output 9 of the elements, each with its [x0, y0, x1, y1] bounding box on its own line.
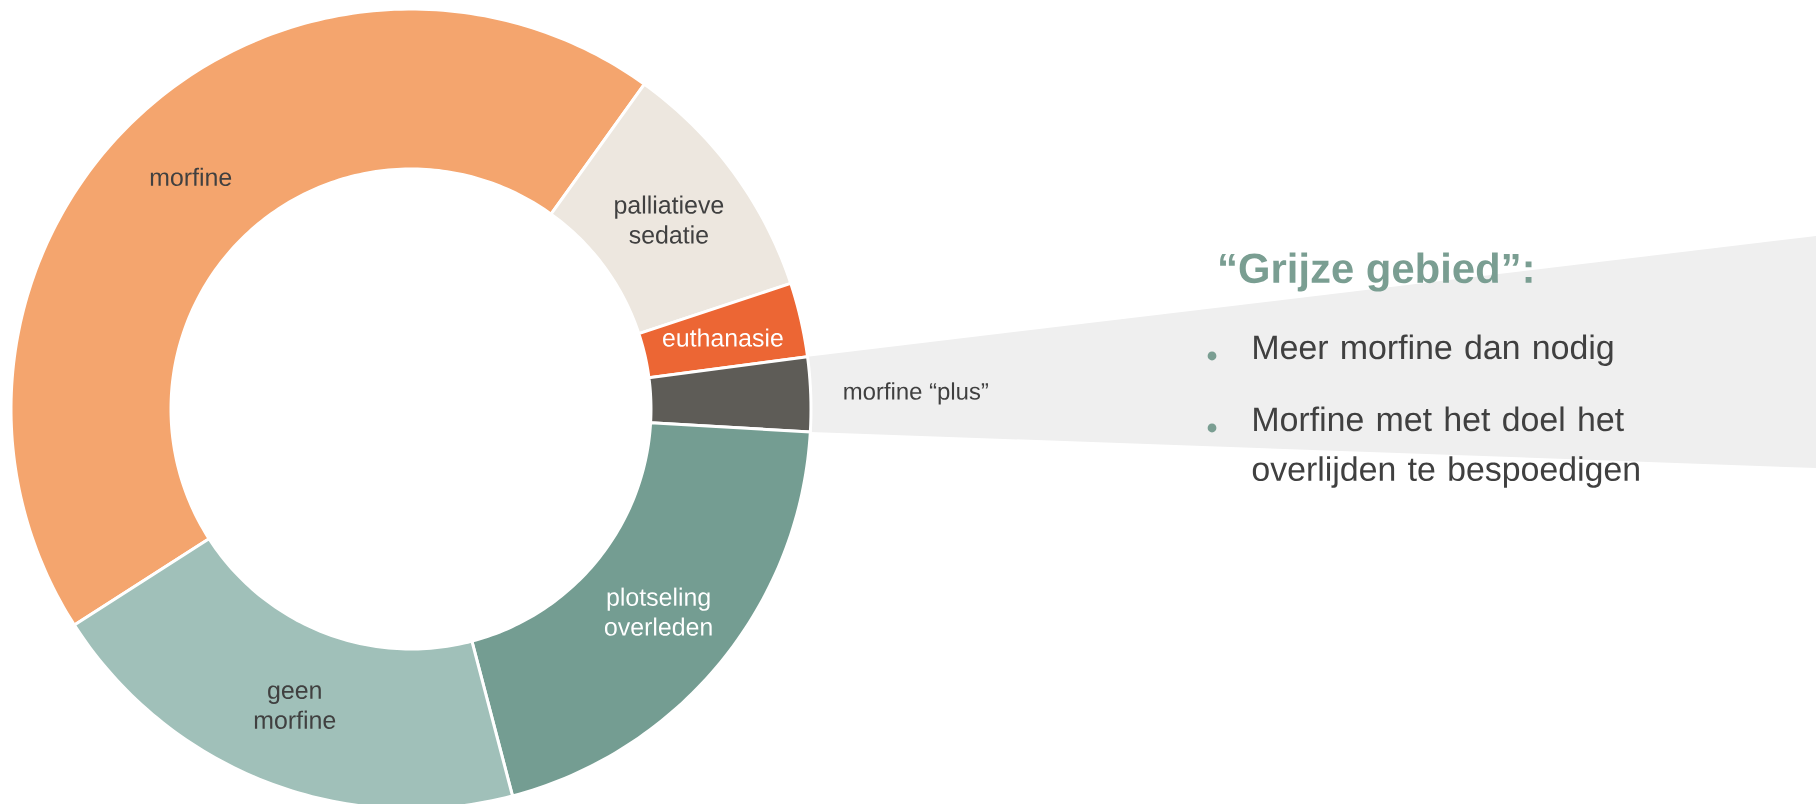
- slice-label: morfine “plus”: [844, 382, 988, 405]
- slice-label: plotseling overleden: [604, 587, 712, 636]
- slice-label: geen morfine: [254, 685, 336, 729]
- text: Meer morfine dan nodig: [1254, 334, 1613, 366]
- slice-label: euthanasie: [663, 328, 783, 347]
- slice-label: palliatieve sedatie: [615, 195, 724, 244]
- text: “Grijze gebied”:: [1220, 252, 1532, 292]
- text: Morfine met het doel het overlijden te bespoedigen: [1252, 406, 1639, 488]
- slice-label: morfine: [150, 167, 232, 187]
